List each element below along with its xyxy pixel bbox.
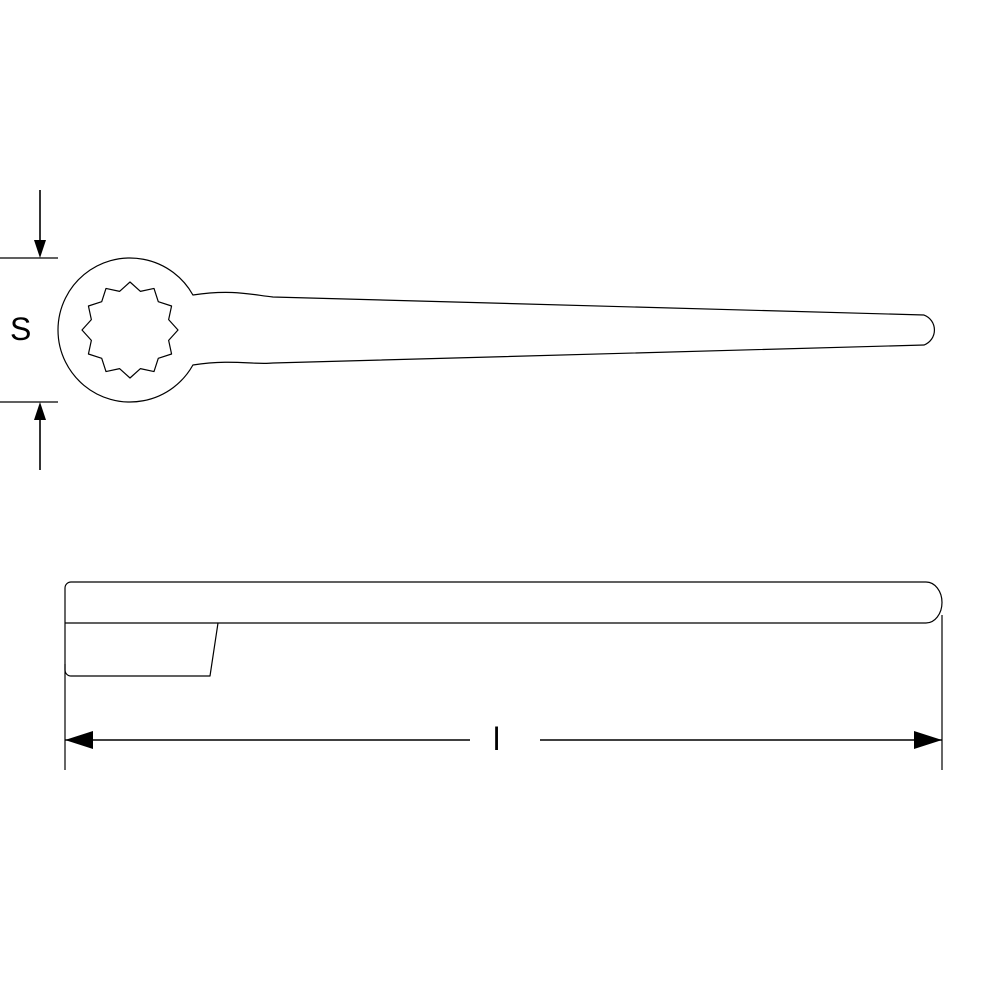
dim-l-arrow-right [914,731,942,749]
top-view-12pt-ring [82,282,178,378]
dim-s-label: S [10,311,31,347]
top-view-outline [58,258,934,402]
dim-l-arrow-left [65,731,93,749]
side-view-outline [65,582,942,676]
dim-l-label: l [493,721,500,757]
dim-s-arrow-top [34,240,46,258]
technical-drawing: Sl [0,0,1000,1000]
dim-s-arrow-bot [34,402,46,420]
